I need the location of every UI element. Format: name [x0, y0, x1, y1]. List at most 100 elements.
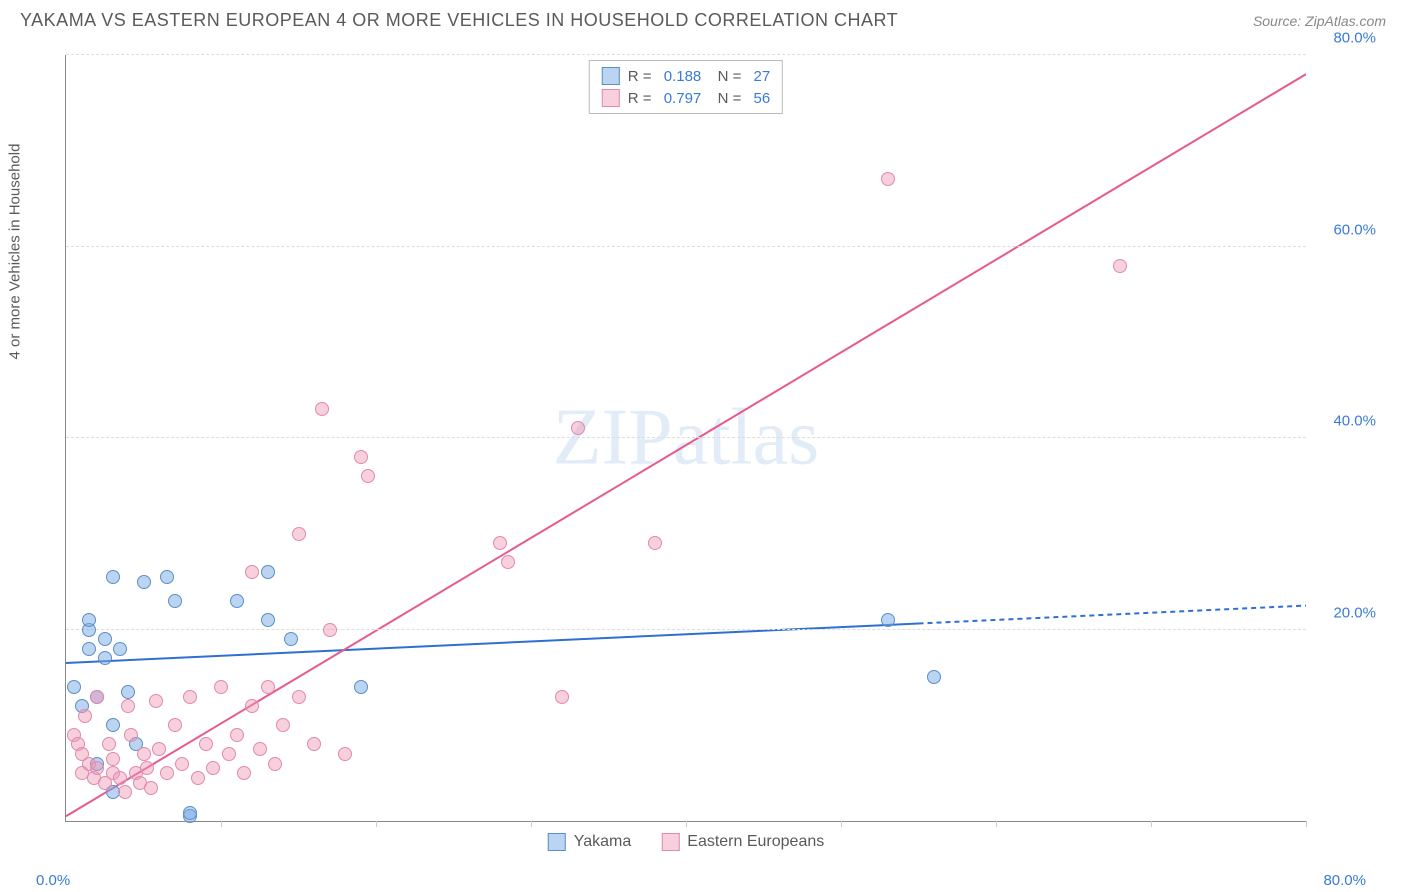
scatter-point [199, 737, 213, 751]
chart-header: YAKAMA VS EASTERN EUROPEAN 4 OR MORE VEH… [0, 0, 1406, 36]
scatter-point [1113, 259, 1127, 273]
scatter-point [354, 450, 368, 464]
scatter-point [276, 718, 290, 732]
scatter-point [245, 565, 259, 579]
scatter-point [183, 806, 197, 820]
scatter-point [152, 742, 166, 756]
x-tick [376, 821, 377, 827]
scatter-point [175, 757, 189, 771]
scatter-point [168, 594, 182, 608]
scatter-point [881, 613, 895, 627]
scatter-point [206, 761, 220, 775]
scatter-point [261, 565, 275, 579]
legend-series-item: Eastern Europeans [661, 833, 824, 851]
scatter-point [927, 670, 941, 684]
r-label: R = [628, 90, 656, 107]
trend-line-dashed [919, 606, 1307, 624]
x-min-label: 0.0% [36, 872, 70, 889]
legend-series: Yakama Eastern Europeans [548, 833, 825, 851]
legend-series-label: Yakama [574, 833, 632, 851]
y-tick-label: 40.0% [1333, 413, 1376, 430]
scatter-point [315, 402, 329, 416]
grid-line-h [66, 629, 1306, 630]
chart-container: 4 or more Vehicles in Household ZIPatlas… [20, 45, 1386, 872]
scatter-point [67, 680, 81, 694]
y-tick-label: 60.0% [1333, 221, 1376, 238]
scatter-point [230, 728, 244, 742]
scatter-point [90, 761, 104, 775]
legend-swatch [661, 833, 679, 851]
scatter-point [106, 752, 120, 766]
grid-line-h [66, 437, 1306, 438]
y-tick-label: 20.0% [1333, 604, 1376, 621]
scatter-point [284, 632, 298, 646]
chart-title: YAKAMA VS EASTERN EUROPEAN 4 OR MORE VEH… [20, 10, 898, 31]
legend-swatch [602, 67, 620, 85]
scatter-point [121, 699, 135, 713]
scatter-point [268, 757, 282, 771]
scatter-point [881, 172, 895, 186]
scatter-point [253, 742, 267, 756]
scatter-point [121, 685, 135, 699]
scatter-point [82, 613, 96, 627]
scatter-point [78, 709, 92, 723]
scatter-point [140, 761, 154, 775]
scatter-point [214, 680, 228, 694]
x-tick [531, 821, 532, 827]
scatter-point [160, 570, 174, 584]
legend-stat-row: R = 0.797 N = 56 [602, 87, 770, 109]
scatter-point [493, 536, 507, 550]
x-tick [1306, 821, 1307, 827]
scatter-point [571, 421, 585, 435]
plot-area: ZIPatlas R = 0.188 N = 27R = 0.797 N = 5… [65, 55, 1306, 822]
scatter-point [501, 555, 515, 569]
scatter-point [82, 642, 96, 656]
r-value: 0.188 [664, 68, 702, 85]
grid-line-h [66, 54, 1306, 55]
scatter-point [338, 747, 352, 761]
x-max-label: 80.0% [1323, 872, 1366, 889]
legend-swatch [602, 89, 620, 107]
y-tick-label: 80.0% [1333, 30, 1376, 47]
scatter-point [261, 680, 275, 694]
scatter-point [292, 690, 306, 704]
n-label: N = [709, 90, 745, 107]
scatter-point [106, 718, 120, 732]
legend-stats: R = 0.188 N = 27R = 0.797 N = 56 [589, 60, 783, 114]
y-axis-label: 4 or more Vehicles in Household [7, 143, 24, 359]
scatter-point [354, 680, 368, 694]
scatter-point [222, 747, 236, 761]
n-label: N = [709, 68, 745, 85]
scatter-point [245, 699, 259, 713]
scatter-point [648, 536, 662, 550]
scatter-point [124, 728, 138, 742]
n-value: 27 [754, 68, 771, 85]
scatter-point [106, 570, 120, 584]
scatter-point [149, 694, 163, 708]
legend-swatch [548, 833, 566, 851]
scatter-point [160, 766, 174, 780]
scatter-point [113, 642, 127, 656]
x-tick [1151, 821, 1152, 827]
scatter-point [118, 785, 132, 799]
scatter-point [137, 575, 151, 589]
watermark: ZIPatlas [553, 393, 820, 484]
scatter-point [183, 690, 197, 704]
legend-stat-row: R = 0.188 N = 27 [602, 65, 770, 87]
scatter-point [102, 737, 116, 751]
x-tick [996, 821, 997, 827]
x-tick [686, 821, 687, 827]
x-tick [221, 821, 222, 827]
scatter-point [144, 781, 158, 795]
scatter-point [361, 469, 375, 483]
legend-series-item: Yakama [548, 833, 632, 851]
scatter-point [323, 623, 337, 637]
scatter-point [307, 737, 321, 751]
scatter-point [261, 613, 275, 627]
chart-source: Source: ZipAtlas.com [1253, 13, 1386, 29]
legend-series-label: Eastern Europeans [687, 833, 824, 851]
r-value: 0.797 [664, 90, 702, 107]
scatter-point [98, 632, 112, 646]
scatter-point [137, 747, 151, 761]
scatter-point [230, 594, 244, 608]
